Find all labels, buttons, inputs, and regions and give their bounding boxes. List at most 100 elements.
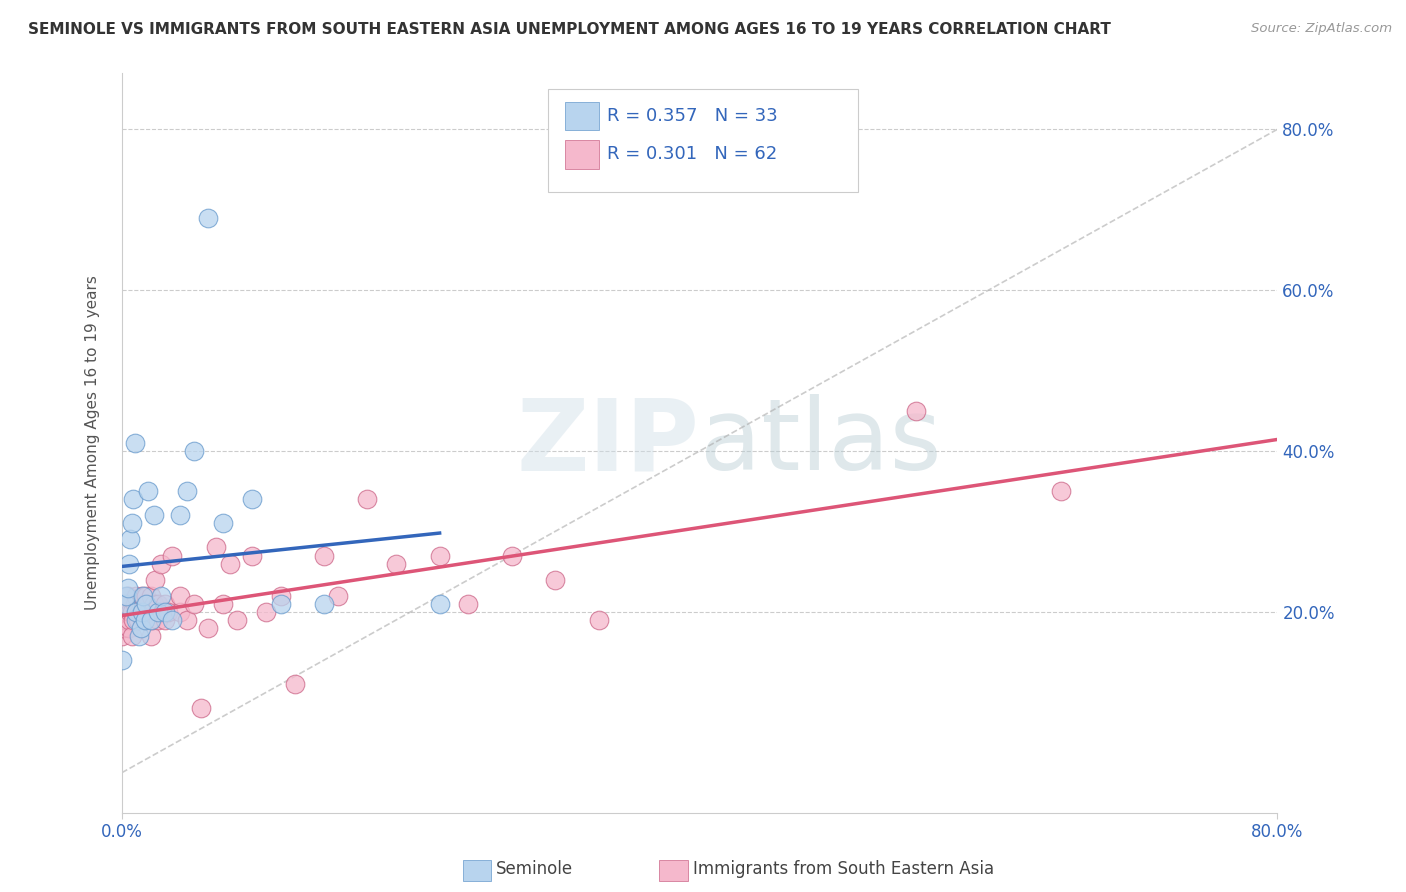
Point (240, 549, 263, 563)
Point (1049, 484, 1071, 499)
Point (157, 605, 180, 619)
Point (114, 597, 136, 611)
Point (118, 557, 141, 571)
Point (162, 613, 184, 627)
Point (501, 549, 523, 563)
Point (429, 549, 451, 563)
Point (132, 613, 155, 627)
Point (111, 653, 134, 667)
Point (134, 613, 156, 627)
Point (169, 508, 191, 523)
Point (146, 613, 169, 627)
Point (111, 613, 134, 627)
Point (115, 589, 138, 603)
Point (124, 597, 146, 611)
Point (132, 589, 155, 603)
Point (139, 613, 162, 627)
Point (111, 629, 134, 643)
Point (328, 589, 350, 603)
Text: ZIP: ZIP (517, 394, 700, 491)
Point (139, 589, 162, 603)
Point (153, 597, 176, 611)
Point (136, 484, 159, 499)
Text: R = 0.301   N = 62: R = 0.301 N = 62 (607, 145, 778, 163)
Point (457, 597, 479, 611)
Point (131, 589, 153, 603)
Point (588, 613, 610, 627)
Point (190, 701, 212, 715)
Point (197, 621, 219, 635)
Text: SEMINOLE VS IMMIGRANTS FROM SOUTH EASTERN ASIA UNEMPLOYMENT AMONG AGES 16 TO 19 : SEMINOLE VS IMMIGRANTS FROM SOUTH EASTER… (28, 22, 1111, 37)
Point (143, 573, 166, 587)
Point (153, 613, 176, 627)
Point (162, 549, 184, 563)
Point (117, 597, 139, 611)
Y-axis label: Unemployment Among Ages 16 to 19 years: Unemployment Among Ages 16 to 19 years (86, 276, 100, 610)
Point (135, 589, 157, 603)
Point (142, 597, 165, 611)
Point (128, 629, 150, 643)
Point (114, 613, 136, 627)
Point (118, 621, 141, 635)
Point (141, 613, 163, 627)
Point (125, 605, 148, 619)
Point (905, 404, 928, 418)
Point (128, 605, 150, 619)
Point (136, 605, 159, 619)
Text: Immigrants from South Eastern Asia: Immigrants from South Eastern Asia (693, 860, 994, 878)
Point (356, 492, 378, 507)
Text: atlas: atlas (700, 394, 941, 491)
Point (149, 557, 172, 571)
Point (134, 597, 156, 611)
Point (135, 597, 157, 611)
Point (117, 589, 139, 603)
Text: Seminole: Seminole (496, 860, 574, 878)
Point (129, 621, 152, 635)
Point (118, 613, 141, 627)
Point (146, 605, 169, 619)
Point (270, 589, 292, 603)
Point (125, 589, 148, 603)
Point (212, 516, 235, 531)
Point (122, 613, 145, 627)
Point (125, 605, 148, 619)
Point (149, 589, 172, 603)
Point (169, 589, 191, 603)
Point (312, 597, 335, 611)
Point (112, 621, 135, 635)
Point (240, 492, 263, 507)
Point (125, 613, 148, 627)
Point (183, 597, 205, 611)
Point (176, 484, 198, 499)
Point (197, 211, 219, 225)
Text: Source: ZipAtlas.com: Source: ZipAtlas.com (1251, 22, 1392, 36)
Point (270, 597, 292, 611)
Point (131, 605, 153, 619)
Point (122, 492, 145, 507)
Point (385, 557, 408, 571)
Point (139, 629, 162, 643)
Point (169, 605, 191, 619)
Point (115, 605, 138, 619)
Point (129, 597, 152, 611)
Point (312, 549, 335, 563)
Point (153, 605, 176, 619)
Point (204, 541, 226, 555)
Point (124, 436, 146, 450)
Point (121, 629, 143, 643)
Point (544, 573, 567, 587)
Point (219, 557, 242, 571)
Point (226, 613, 249, 627)
Point (212, 597, 235, 611)
Point (120, 605, 142, 619)
Point (142, 508, 165, 523)
Point (121, 516, 143, 531)
Point (127, 613, 149, 627)
Point (121, 605, 143, 619)
Point (183, 444, 205, 458)
Text: R = 0.357   N = 33: R = 0.357 N = 33 (607, 107, 778, 125)
Point (284, 677, 307, 691)
Point (120, 533, 142, 547)
Point (117, 581, 139, 595)
Point (176, 613, 198, 627)
